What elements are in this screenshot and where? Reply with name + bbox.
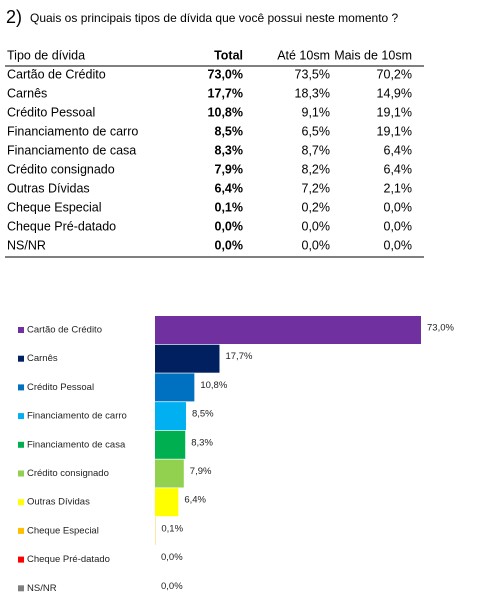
legend-swatch [18, 327, 24, 333]
category-label: Cheque Pré-datado [27, 554, 110, 565]
question-number: 2) [6, 7, 22, 27]
table-header-cell: Até 10sm [277, 48, 330, 62]
legend-swatch [18, 384, 24, 391]
legend-swatch [18, 441, 24, 448]
table-cell: 73,5% [295, 67, 330, 81]
table-cell: 0,0% [384, 238, 413, 252]
table-cell: Crédito Pessoal [7, 105, 95, 119]
table-cell: 6,4% [384, 143, 413, 157]
table-cell: 19,1% [377, 105, 412, 119]
table-cell: 0,1% [215, 200, 244, 214]
legend-swatch [18, 527, 24, 534]
category-label: Cartão de Crédito [27, 325, 102, 336]
bar [155, 488, 179, 517]
table-cell: 0,0% [215, 238, 244, 252]
table-cell: Crédito consignado [7, 162, 115, 176]
table-cell: 70,2% [377, 67, 412, 81]
table-cell: 0,0% [302, 219, 331, 233]
value-label: 0,0% [161, 552, 183, 563]
table-header-cell: Total [214, 48, 243, 62]
table-cell: 8,3% [215, 143, 244, 157]
question-title: Quais os principais tipos de dívida que … [30, 11, 399, 25]
table-cell: Outras Dívidas [7, 181, 90, 195]
table-cell: Financiamento de casa [7, 143, 136, 157]
category-label: NS/NR [27, 583, 57, 593]
table-cell: 8,2% [302, 162, 331, 176]
table-cell: 0,0% [384, 200, 413, 214]
legend-swatch [18, 556, 24, 563]
legend-swatch [18, 413, 24, 420]
table-cell: Cartão de Crédito [7, 67, 106, 81]
table-cell: NS/NR [7, 238, 46, 252]
table-cell: 0,2% [302, 200, 331, 214]
value-label: 73,0% [427, 323, 454, 334]
bar [155, 430, 186, 459]
category-label: Carnês [27, 353, 58, 364]
table-cell: 7,2% [302, 181, 331, 195]
bar [155, 402, 186, 431]
category-label: Cheque Especial [27, 525, 99, 536]
legend-swatch [18, 470, 24, 477]
table-cell: 6,4% [215, 181, 244, 195]
value-label: 6,4% [184, 495, 206, 506]
table-cell: Cheque Pré-datado [7, 219, 116, 233]
legend-swatch [18, 585, 24, 592]
table-cell: 2,1% [384, 181, 413, 195]
table-cell: 6,4% [384, 162, 413, 176]
table-header-cell: Tipo de dívida [7, 48, 85, 62]
value-label: 8,3% [191, 437, 213, 448]
legend-swatch [18, 355, 24, 362]
value-label: 7,9% [190, 466, 212, 477]
table-cell: 6,5% [302, 124, 331, 138]
category-label: Crédito Pessoal [27, 382, 94, 393]
bar [155, 316, 421, 344]
table-cell: 10,8% [208, 105, 243, 119]
table-cell: Carnês [7, 86, 47, 100]
table-cell: 8,5% [215, 124, 244, 138]
value-label: 17,7% [225, 351, 252, 362]
value-label: 10,8% [200, 380, 227, 391]
table-cell: 9,1% [302, 105, 331, 119]
category-label: Financiamento de carro [27, 411, 127, 422]
table-cell: 73,0% [208, 67, 243, 81]
table-cell: 0,0% [215, 219, 244, 233]
table-cell: 7,9% [215, 162, 244, 176]
table-cell: 8,7% [302, 143, 331, 157]
table-cell: 14,9% [377, 86, 412, 100]
table-header-cell: Mais de 10sm [334, 48, 412, 62]
bar [155, 344, 220, 373]
table-cell: 0,0% [384, 219, 413, 233]
value-label: 0,0% [161, 581, 183, 592]
table-cell: 17,7% [208, 86, 243, 100]
table-cell: 0,0% [302, 238, 331, 252]
category-label: Financiamento de casa [27, 439, 126, 450]
category-label: Crédito consignado [27, 468, 109, 479]
bar [155, 459, 184, 488]
value-label: 0,1% [161, 523, 183, 534]
bar [155, 373, 195, 402]
legend-swatch [18, 499, 24, 506]
category-label: Outras Dívidas [27, 497, 90, 508]
table-cell: 19,1% [377, 124, 412, 138]
table-cell: 18,3% [295, 86, 330, 100]
table-cell: Cheque Especial [7, 200, 102, 214]
value-label: 8,5% [192, 409, 214, 420]
table-cell: Financiamento de carro [7, 124, 138, 138]
